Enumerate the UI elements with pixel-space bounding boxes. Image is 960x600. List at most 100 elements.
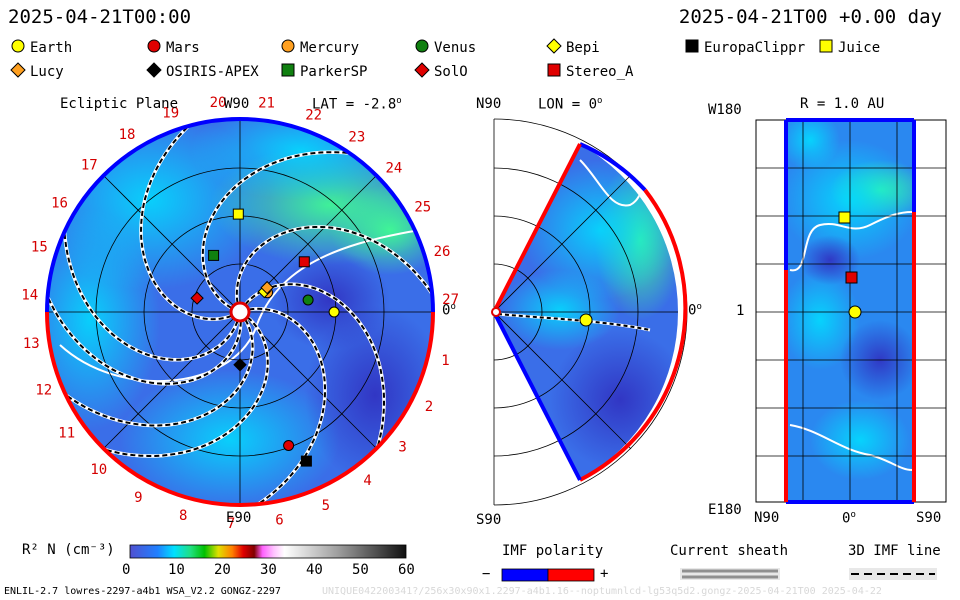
- imf-spiral-line: [249, 307, 326, 505]
- radius-label: R = 1.0 AU: [800, 96, 885, 112]
- object-marker-juice: [232, 208, 244, 220]
- diamond-marker-icon: [546, 38, 562, 58]
- longitude-tick-label: 23: [348, 129, 365, 145]
- square-marker-icon: [280, 62, 296, 82]
- object-marker-parkersp: [208, 249, 220, 261]
- legend-item-juice: Juice: [818, 38, 880, 58]
- imf-spiral-line: [47, 287, 242, 385]
- square-marker-icon: [684, 38, 700, 58]
- radial-x-left: N90: [754, 510, 780, 526]
- radial-stereo-marker: [845, 271, 858, 284]
- longitude-tick-label: 22: [305, 107, 322, 123]
- legend-label: Lucy: [30, 64, 64, 80]
- legend-label: Bepi: [566, 40, 600, 56]
- longitude-label: LON = 0o: [538, 96, 603, 113]
- colorbar: [129, 544, 407, 559]
- imf-positive-swatch: [547, 568, 595, 582]
- object-marker-mars: [283, 440, 295, 451]
- imf-field-lines: [47, 119, 433, 505]
- imf-spiral-line: [57, 319, 254, 427]
- longitude-tick-label: 10: [90, 462, 107, 478]
- legend-label: ParkerSP: [300, 64, 368, 80]
- diamond-marker-icon: [146, 62, 162, 82]
- circle-marker-icon: [146, 38, 162, 58]
- imf-minus-sign: −: [482, 566, 491, 582]
- radial-top-label: W180: [708, 102, 742, 118]
- square-marker-icon: [546, 62, 562, 82]
- ecliptic-bottom-label: E90: [226, 510, 252, 526]
- object-marker-europaclippr: [300, 455, 312, 467]
- diamond-marker-icon: [10, 62, 26, 82]
- longitude-tick-label: 7: [227, 516, 235, 532]
- legend-item-lucy: Lucy: [10, 62, 64, 82]
- longitude-tick-label: 15: [31, 240, 48, 256]
- legend-item-europaclippr: EuropaClippr: [684, 38, 805, 58]
- longitude-tick-label: 2: [425, 399, 433, 415]
- right-timestamp: 2025-04-21T00 +0.00 day: [678, 6, 942, 28]
- circle-marker-icon: [10, 38, 26, 58]
- radial-left-label: 1: [736, 303, 745, 319]
- circle-marker-icon: [414, 38, 430, 58]
- legend-item-mercury: Mercury: [280, 38, 359, 58]
- legend-item-bepi: Bepi: [546, 38, 600, 58]
- meridional-zero-label: 0o: [688, 302, 702, 319]
- object-marker-stereo-a: [298, 256, 310, 268]
- radial-x-mid: 0o: [842, 510, 856, 527]
- diamond-marker-icon: [414, 62, 430, 82]
- longitude-tick-label: 6: [275, 512, 283, 528]
- ecliptic-title: Ecliptic Plane: [60, 96, 179, 112]
- meridional-bottom-label: S90: [476, 512, 502, 528]
- longitude-tick-label: 19: [162, 106, 179, 122]
- longitude-tick-label: 24: [385, 161, 402, 177]
- current-sheath-title: Current sheath: [670, 543, 789, 559]
- legend-label: Mercury: [300, 40, 360, 56]
- radial-bottom-label: E180: [708, 502, 742, 518]
- imf-spiral-line: [201, 151, 360, 309]
- longitude-tick-label: 26: [434, 244, 451, 260]
- current-sheath-line: [59, 229, 421, 383]
- meridional-top-label: N90: [476, 96, 502, 112]
- imf-spiral-line: [63, 221, 239, 361]
- object-marker-lucy: [260, 280, 274, 295]
- imf-spiral-line: [139, 119, 232, 321]
- ecliptic-top-label: W90: [224, 96, 250, 112]
- ecliptic-zero-label: 0o: [442, 302, 456, 319]
- longitude-tick-label: 5: [322, 498, 330, 514]
- colorbar-tick: 50: [352, 562, 369, 578]
- colorbar-tick: 20: [214, 562, 231, 578]
- legend-item-parkersp: ParkerSP: [280, 62, 367, 82]
- object-marker-osiris-apex: [233, 358, 247, 372]
- imf-polarity-title: IMF polarity: [502, 543, 604, 559]
- radial-x-right: S90: [916, 510, 942, 526]
- legend-label: OSIRIS-APEX: [166, 64, 259, 80]
- imf-negative-swatch: [501, 568, 549, 582]
- longitude-tick-label: 9: [134, 490, 142, 506]
- object-marker-solo: [190, 291, 204, 305]
- longitude-tick-label: 21: [258, 96, 275, 112]
- meridional-panel: [491, 118, 688, 506]
- colorbar-tick: 60: [398, 562, 415, 578]
- longitude-tick-label: 20: [210, 95, 227, 111]
- legend-label: SolO: [434, 64, 468, 80]
- longitude-tick-label: 17: [81, 157, 98, 173]
- longitude-tick-label: 13: [23, 336, 40, 352]
- imf-spiral-line: [235, 226, 433, 303]
- left-timestamp: 2025-04-21T00:00: [8, 6, 192, 28]
- longitude-tick-label: 1: [441, 353, 449, 369]
- longitude-tick-label: 8: [179, 508, 187, 524]
- model-info-footer: ENLIL-2.7 lowres-2297-a4b1 WSA_V2.2 GONG…: [4, 586, 281, 597]
- legend-label: Earth: [30, 40, 73, 56]
- longitude-tick-label: 16: [51, 196, 68, 212]
- colorbar-label: R² N (cm⁻³): [22, 542, 115, 558]
- colorbar-tick: 40: [306, 562, 323, 578]
- longitude-tick-label: 4: [363, 473, 371, 489]
- ecliptic-objects: [190, 208, 340, 467]
- longitude-tick-label: 25: [414, 200, 431, 216]
- imf-line-title: 3D IMF line: [848, 543, 941, 559]
- legend-item-earth: Earth: [10, 38, 72, 58]
- colorbar-tick: 30: [260, 562, 277, 578]
- colorbar-tick: 0: [122, 562, 131, 578]
